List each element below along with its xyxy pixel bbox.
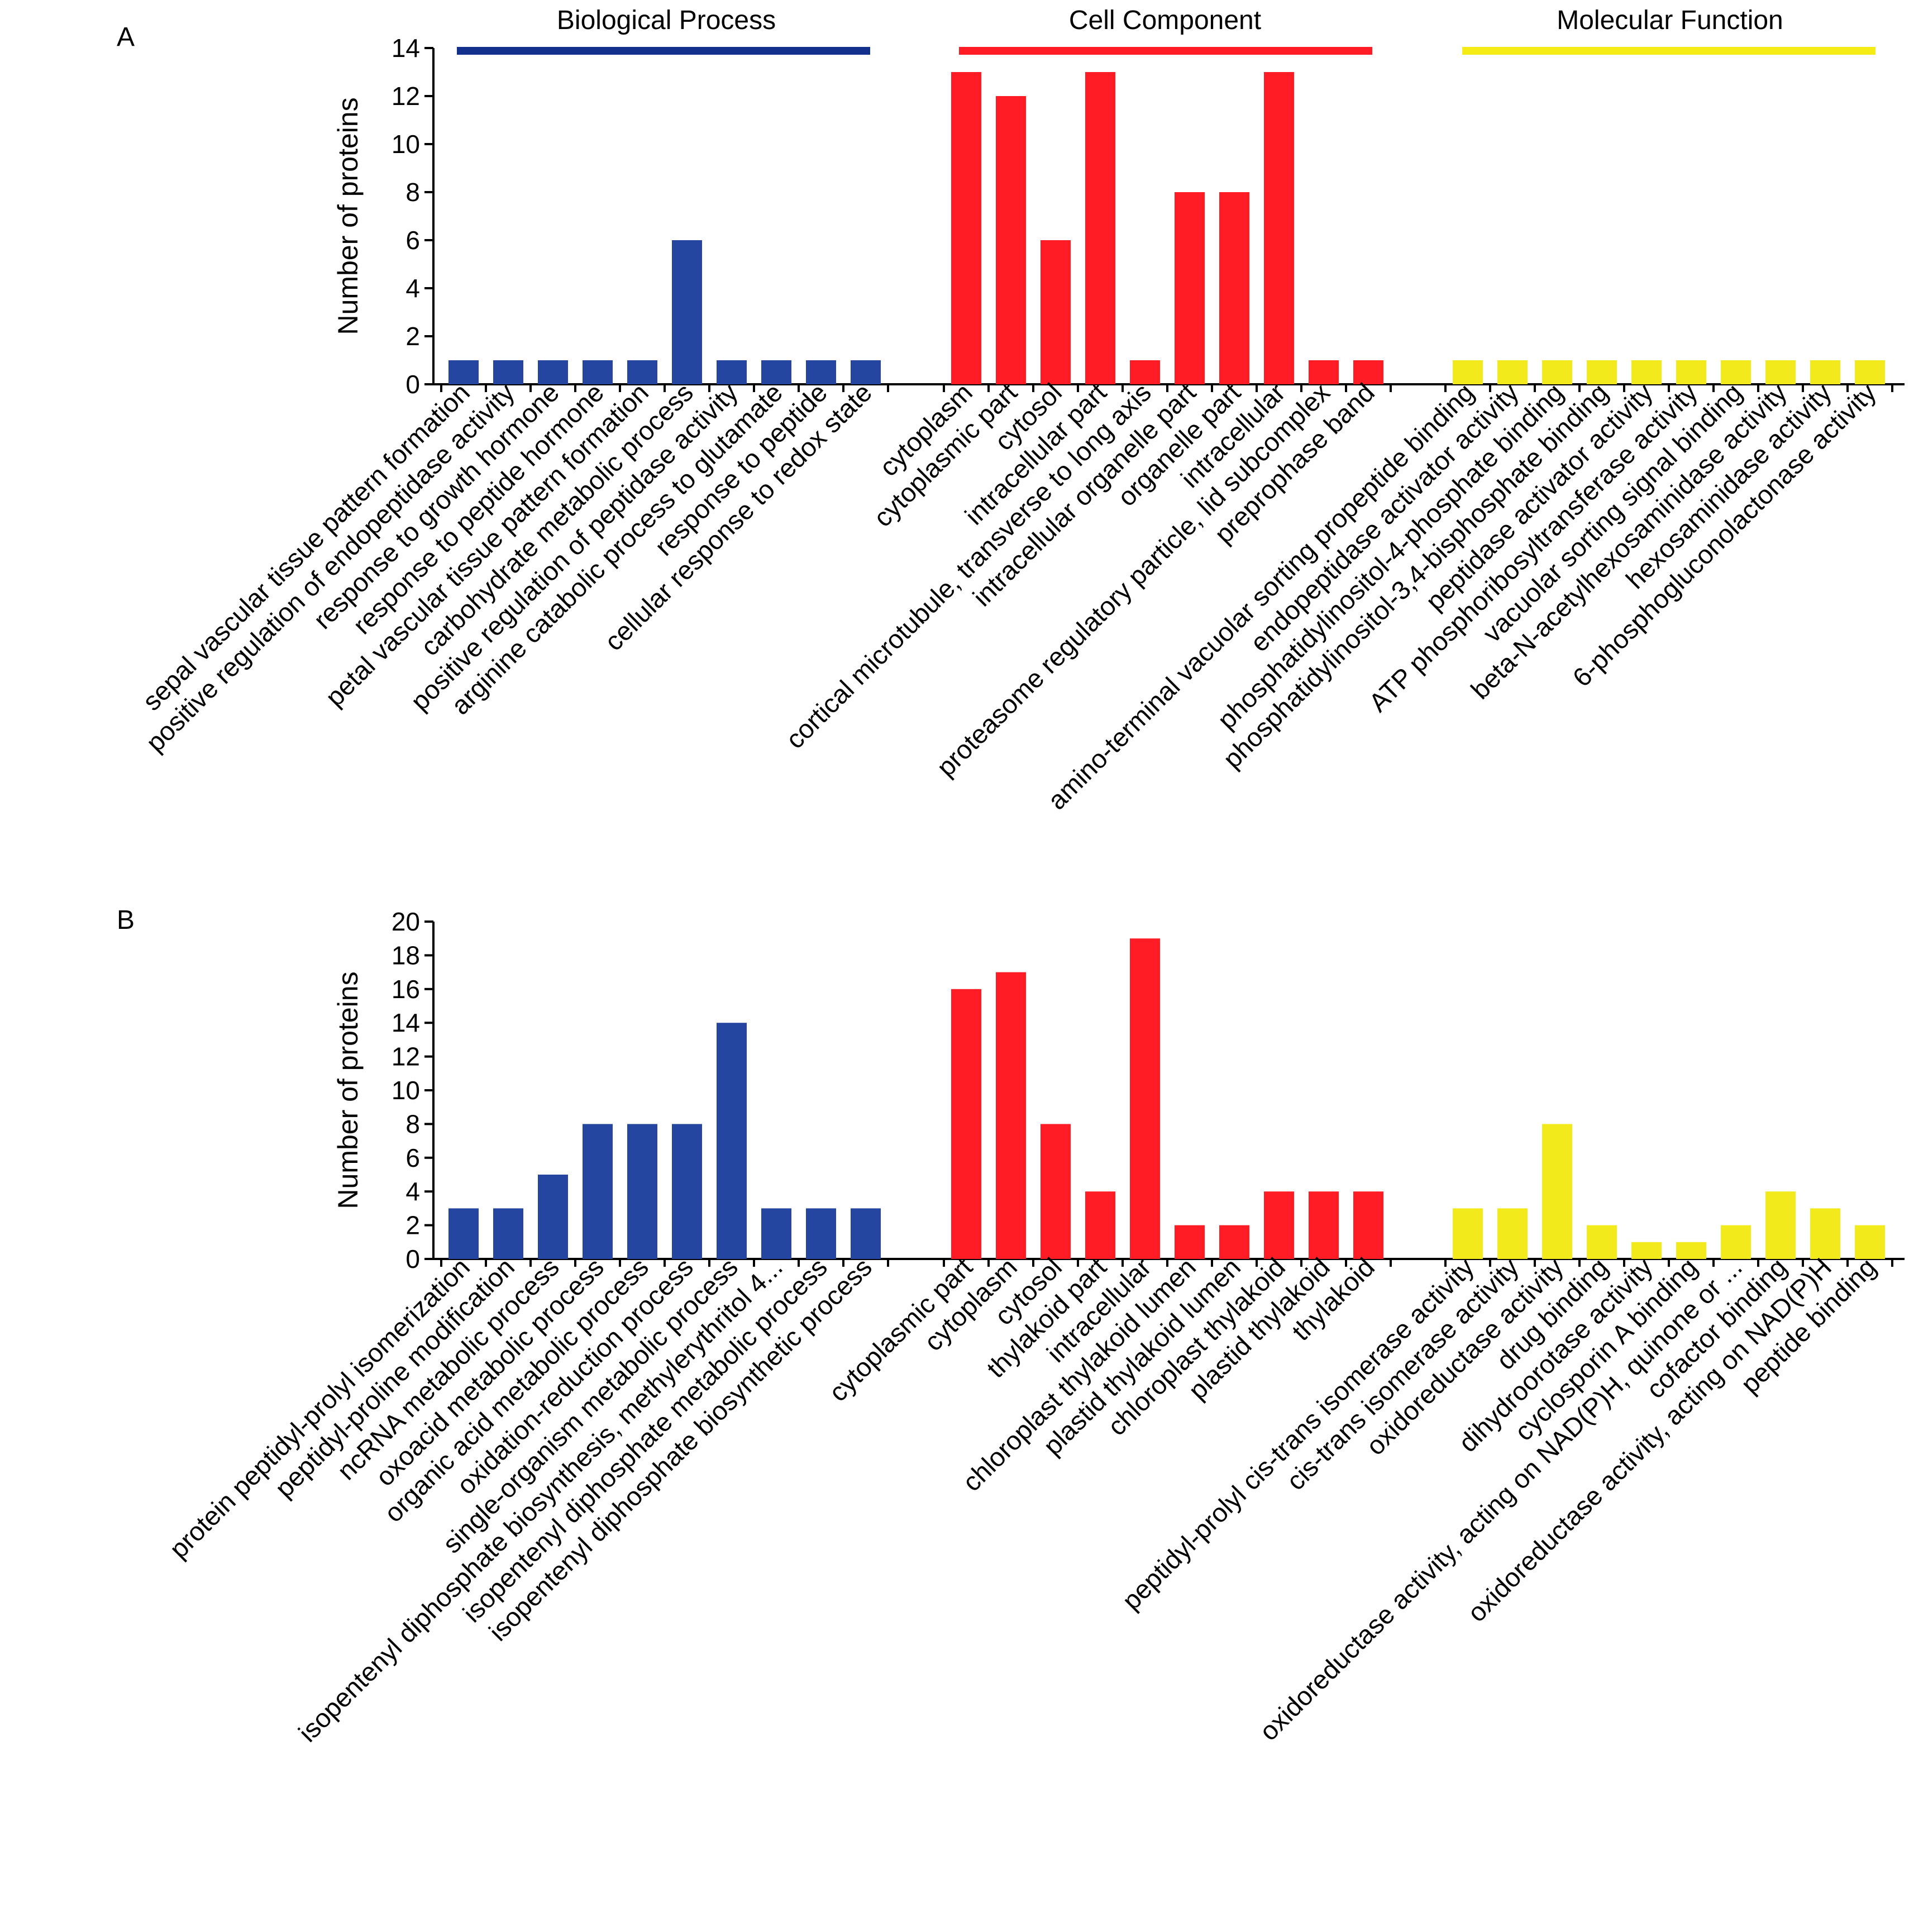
y-tick-label: 6 (405, 226, 420, 255)
bar-a-1-4 (1130, 360, 1160, 384)
y-axis-title: Number of proteins (332, 97, 364, 335)
bar-b-1-6 (1219, 1225, 1249, 1259)
bar-a-2-7 (1765, 360, 1796, 384)
bar-b-2-5 (1676, 1242, 1706, 1259)
bar-b-2-9 (1855, 1225, 1885, 1259)
category-headers: Biological Process Cell Component Molecu… (457, 6, 1875, 55)
bar-b-2-7 (1765, 1191, 1796, 1259)
bar-b-0-9 (851, 1208, 881, 1259)
bar-b-2-4 (1631, 1242, 1662, 1259)
bar-a-0-6 (717, 360, 747, 384)
y-tick-label: 20 (392, 907, 420, 936)
bar-b-0-2 (538, 1175, 568, 1259)
bar-b-1-5 (1175, 1225, 1205, 1259)
bar-b-0-0 (448, 1208, 479, 1259)
y-tick-label: 12 (392, 82, 420, 111)
bar-a-2-5 (1676, 360, 1706, 384)
y-tick-label: 2 (405, 322, 420, 351)
bar-a-2-8 (1810, 360, 1840, 384)
y-tick-label: 4 (405, 1177, 420, 1206)
bar-a-2-2 (1542, 360, 1572, 384)
header-bar-molecular-function (1462, 47, 1875, 55)
y-tick-label: 10 (392, 1076, 420, 1105)
bar-a-2-0 (1453, 360, 1483, 384)
bar-a-1-0 (951, 72, 981, 384)
y-tick-label: 0 (405, 370, 420, 399)
bar-b-1-1 (996, 972, 1026, 1259)
bar-b-0-7 (761, 1208, 791, 1259)
bar-a-1-6 (1219, 192, 1249, 384)
header-bar-cell-component (959, 47, 1372, 55)
y-axis-title: Number of proteins (332, 971, 364, 1209)
bar-b-0-6 (717, 1023, 747, 1259)
bar-b-1-0 (951, 989, 981, 1259)
bar-b-1-7 (1264, 1191, 1294, 1259)
header-molecular-function: Molecular Function (1557, 6, 1783, 35)
bar-a-2-3 (1587, 360, 1617, 384)
bar-b-2-2 (1542, 1124, 1572, 1259)
bar-a-1-3 (1085, 72, 1115, 384)
bar-a-0-0 (448, 360, 479, 384)
y-tick-label: 8 (405, 178, 420, 207)
bar-a-2-4 (1631, 360, 1662, 384)
bar-b-0-8 (806, 1208, 836, 1259)
bar-b-1-2 (1041, 1124, 1071, 1259)
bar-a-0-9 (851, 360, 881, 384)
bar-a-0-7 (761, 360, 791, 384)
panel-label-a: A (117, 22, 135, 52)
bar-a-1-8 (1309, 360, 1339, 384)
panel-label-b: B (117, 905, 135, 935)
bar-a-1-9 (1353, 360, 1383, 384)
bar-a-2-9 (1855, 360, 1885, 384)
header-biological-process: Biological Process (557, 6, 776, 35)
bar-b-1-4 (1130, 938, 1160, 1259)
bar-a-1-7 (1264, 72, 1294, 384)
bar-a-2-6 (1721, 360, 1751, 384)
bar-b-2-1 (1497, 1208, 1528, 1259)
bar-b-0-5 (672, 1124, 702, 1259)
y-tick-label: 12 (392, 1042, 420, 1071)
bar-b-1-3 (1085, 1191, 1115, 1259)
bar-b-0-3 (583, 1124, 613, 1259)
bar-a-1-1 (996, 96, 1026, 384)
bar-b-2-3 (1587, 1225, 1617, 1259)
bar-a-1-2 (1041, 240, 1071, 384)
y-tick-label: 18 (392, 941, 420, 970)
bar-a-0-8 (806, 360, 836, 384)
bar-b-0-4 (627, 1124, 657, 1259)
y-tick-label: 16 (392, 975, 420, 1004)
y-tick-label: 2 (405, 1211, 420, 1240)
bar-a-1-5 (1175, 192, 1205, 384)
bar-b-1-9 (1353, 1191, 1383, 1259)
bar-b-2-6 (1721, 1225, 1751, 1259)
y-tick-label: 6 (405, 1143, 420, 1172)
y-tick-label: 14 (392, 34, 420, 63)
bar-a-0-4 (627, 360, 657, 384)
bar-b-1-8 (1309, 1191, 1339, 1259)
y-tick-label: 8 (405, 1109, 420, 1138)
y-tick-label: 10 (392, 130, 420, 159)
bar-a-0-3 (583, 360, 613, 384)
bar-a-0-1 (493, 360, 523, 384)
bar-a-2-1 (1497, 360, 1528, 384)
y-tick-label: 4 (405, 274, 420, 303)
bar-a-0-2 (538, 360, 568, 384)
bar-b-0-1 (493, 1208, 523, 1259)
header-cell-component: Cell Component (1069, 6, 1261, 35)
y-tick-label: 14 (392, 1008, 420, 1037)
bar-b-2-0 (1453, 1208, 1483, 1259)
y-tick-label: 0 (405, 1244, 420, 1273)
header-bar-biological-process (457, 47, 870, 55)
bar-b-2-8 (1810, 1208, 1840, 1259)
bar-a-0-5 (672, 240, 702, 384)
